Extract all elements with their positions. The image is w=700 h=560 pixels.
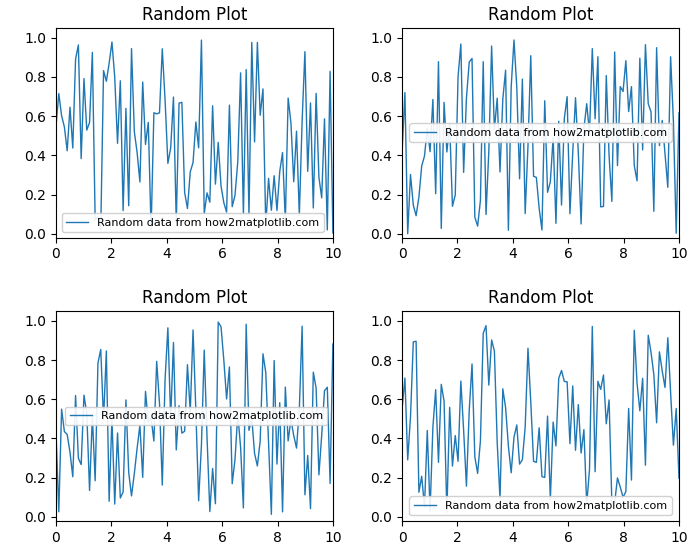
Line: Random data from how2matplotlib.com: Random data from how2matplotlib.com (402, 40, 679, 234)
Random data from how2matplotlib.com (195, 144, 203, 151)
Random data from how2matplotlib.com (220, 357, 228, 363)
Random data from how2matplotlib.com (658, 367, 666, 374)
Random data from how2matplotlib.com (309, 204, 318, 211)
Random data from how2matplotlib.com (52, 428, 60, 435)
Random data from how2matplotlib.com (546, 496, 554, 503)
Random data from how2matplotlib.com (312, 385, 321, 391)
Legend: Random data from how2matplotlib.com: Random data from how2matplotlib.com (410, 496, 671, 515)
Random data from how2matplotlib.com (116, 77, 125, 84)
Random data from how2matplotlib.com (116, 494, 125, 501)
Random data from how2matplotlib.com (214, 319, 223, 325)
Title: Random Plot: Random Plot (488, 289, 593, 307)
Random data from how2matplotlib.com (220, 199, 228, 206)
Random data from how2matplotlib.com (482, 322, 490, 329)
Random data from how2matplotlib.com (465, 59, 473, 66)
Title: Random Plot: Random Plot (142, 6, 247, 24)
Random data from how2matplotlib.com (105, 60, 113, 67)
Random data from how2matplotlib.com (318, 194, 326, 201)
Random data from how2matplotlib.com (403, 230, 412, 237)
Legend: Random data from how2matplotlib.com: Random data from how2matplotlib.com (410, 123, 671, 142)
Random data from how2matplotlib.com (546, 179, 554, 185)
Random data from how2matplotlib.com (197, 37, 206, 44)
Random data from how2matplotlib.com (329, 340, 337, 347)
Random data from how2matplotlib.com (666, 53, 675, 60)
Legend: Random data from how2matplotlib.com: Random data from how2matplotlib.com (65, 407, 328, 426)
Random data from how2matplotlib.com (105, 498, 113, 505)
Random data from how2matplotlib.com (568, 382, 577, 389)
Random data from how2matplotlib.com (329, 230, 337, 236)
Random data from how2matplotlib.com (195, 497, 203, 504)
Random data from how2matplotlib.com (658, 117, 666, 124)
Random data from how2matplotlib.com (442, 509, 451, 516)
Random data from how2matplotlib.com (398, 405, 406, 412)
Random data from how2matplotlib.com (398, 149, 406, 156)
Line: Random data from how2matplotlib.com: Random data from how2matplotlib.com (56, 322, 333, 514)
Random data from how2matplotlib.com (52, 123, 60, 129)
Title: Random Plot: Random Plot (142, 289, 247, 307)
Random data from how2matplotlib.com (267, 511, 276, 517)
Random data from how2matplotlib.com (454, 458, 462, 465)
Random data from how2matplotlib.com (510, 36, 518, 43)
Random data from how2matplotlib.com (675, 475, 683, 482)
Random data from how2matplotlib.com (675, 109, 683, 116)
Random data from how2matplotlib.com (666, 389, 675, 396)
Random data from how2matplotlib.com (568, 150, 577, 156)
Random data from how2matplotlib.com (454, 73, 462, 80)
Line: Random data from how2matplotlib.com: Random data from how2matplotlib.com (56, 40, 333, 233)
Legend: Random data from how2matplotlib.com: Random data from how2matplotlib.com (62, 213, 323, 232)
Title: Random Plot: Random Plot (488, 6, 593, 24)
Line: Random data from how2matplotlib.com: Random data from how2matplotlib.com (402, 325, 679, 512)
Random data from how2matplotlib.com (321, 388, 329, 394)
Random data from how2matplotlib.com (465, 407, 473, 413)
